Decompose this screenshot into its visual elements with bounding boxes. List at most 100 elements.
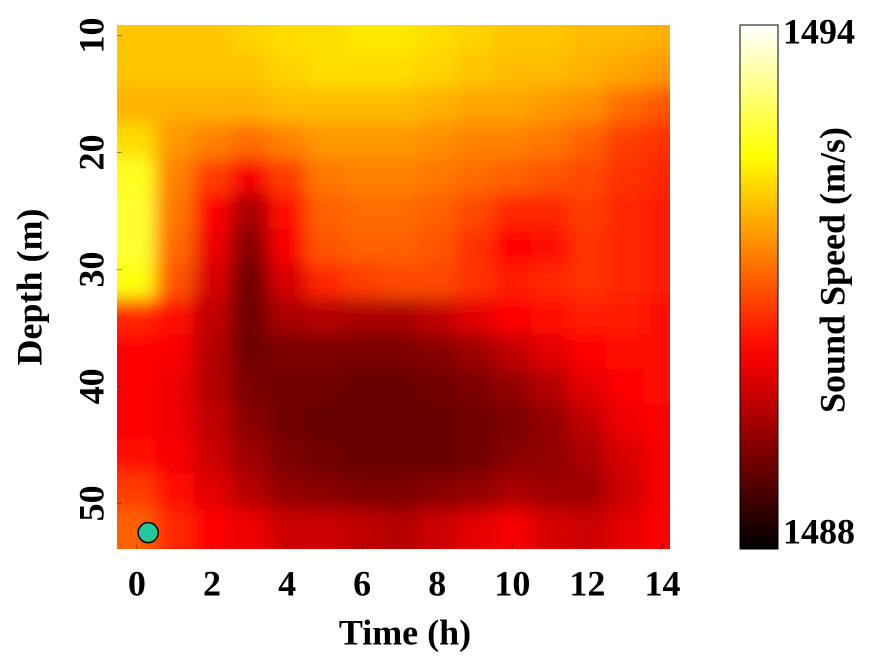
heat-cell xyxy=(643,298,670,335)
heat-cell xyxy=(380,228,419,265)
heat-cell xyxy=(230,193,269,230)
heat-cell xyxy=(456,403,495,440)
heat-cell xyxy=(418,333,457,370)
heat-cell xyxy=(568,403,607,440)
heat-cell xyxy=(380,509,419,549)
heat-cell xyxy=(343,25,382,54)
heat-cell xyxy=(606,298,645,335)
heat-cell xyxy=(380,263,419,300)
heat-cell xyxy=(117,53,157,89)
heat-cell xyxy=(343,403,382,440)
heat-cell xyxy=(380,123,419,159)
x-axis-label: Time (h) xyxy=(339,612,471,652)
heat-cell xyxy=(380,88,419,124)
heat-cell xyxy=(568,88,607,124)
colorbar-tick-label: 1488 xyxy=(783,511,855,551)
heat-cell xyxy=(230,25,269,54)
heat-cell xyxy=(456,439,495,475)
y-tick-label: 40 xyxy=(71,368,111,404)
heat-cell xyxy=(268,193,307,230)
heat-cell xyxy=(230,298,269,335)
heat-cell xyxy=(568,263,607,300)
heat-cell xyxy=(456,474,495,510)
heat-cell xyxy=(456,88,495,124)
heat-cell xyxy=(155,88,194,124)
heat-cell xyxy=(643,368,670,405)
heat-cell xyxy=(643,263,670,300)
heat-cell xyxy=(268,123,307,159)
heat-cell xyxy=(606,193,645,230)
heat-cell xyxy=(305,333,344,370)
heat-cell xyxy=(343,333,382,370)
heat-cell xyxy=(493,53,532,89)
heat-cell xyxy=(268,333,307,370)
heat-cell xyxy=(380,368,419,405)
heat-cell xyxy=(268,25,307,54)
heat-cell xyxy=(643,88,670,124)
heat-cell xyxy=(531,333,570,370)
heat-cell xyxy=(230,158,269,194)
heat-cell xyxy=(606,228,645,265)
heat-cell xyxy=(418,474,457,510)
heat-cell xyxy=(343,474,382,510)
heat-cell xyxy=(568,509,607,549)
heat-cell xyxy=(568,298,607,335)
heat-cell xyxy=(155,158,194,194)
heat-cell xyxy=(606,439,645,475)
heat-cell xyxy=(531,53,570,89)
heat-cell xyxy=(568,53,607,89)
heat-cell xyxy=(193,298,232,335)
heat-cell xyxy=(531,158,570,194)
heat-cell xyxy=(456,158,495,194)
heat-cell xyxy=(268,403,307,440)
heat-cell xyxy=(343,228,382,265)
heat-cell xyxy=(643,193,670,230)
heat-cell xyxy=(305,298,344,335)
heat-cell xyxy=(380,158,419,194)
heat-cell xyxy=(531,403,570,440)
y-tick-label: 20 xyxy=(71,134,111,170)
heat-cell xyxy=(305,509,344,549)
heat-cell xyxy=(493,263,532,300)
heat-cell xyxy=(493,474,532,510)
heat-cell xyxy=(456,53,495,89)
heat-cell xyxy=(193,509,232,549)
heat-cell xyxy=(643,333,670,370)
heat-cell xyxy=(268,368,307,405)
heat-cell xyxy=(117,228,157,265)
heat-cell xyxy=(155,193,194,230)
y-tick-label: 50 xyxy=(71,485,111,521)
heat-cell xyxy=(531,263,570,300)
heat-cell xyxy=(380,474,419,510)
heat-cell xyxy=(456,123,495,159)
heat-cell xyxy=(305,158,344,194)
heat-cell xyxy=(568,368,607,405)
heat-cell xyxy=(531,509,570,549)
heat-cell xyxy=(418,158,457,194)
x-tick-label: 12 xyxy=(569,563,605,603)
heat-cell xyxy=(643,509,670,549)
heat-cell xyxy=(456,298,495,335)
heat-cell xyxy=(305,368,344,405)
marker xyxy=(137,521,159,544)
heat-cell xyxy=(155,439,194,475)
heat-cell xyxy=(117,474,157,510)
heat-cell xyxy=(268,53,307,89)
heat-cell xyxy=(493,88,532,124)
heat-cell xyxy=(606,123,645,159)
heat-cell xyxy=(343,158,382,194)
heat-cell xyxy=(193,158,232,194)
heat-cell xyxy=(380,333,419,370)
heat-cell xyxy=(268,298,307,335)
heat-cell xyxy=(305,403,344,440)
heat-cell xyxy=(493,333,532,370)
heat-cell xyxy=(456,25,495,54)
heat-cell xyxy=(568,474,607,510)
heat-cell xyxy=(606,509,645,549)
heat-cell xyxy=(418,298,457,335)
heat-cell xyxy=(493,509,532,549)
heat-cell xyxy=(343,263,382,300)
heat-cell xyxy=(531,298,570,335)
heat-cell xyxy=(531,228,570,265)
heat-cell xyxy=(531,368,570,405)
